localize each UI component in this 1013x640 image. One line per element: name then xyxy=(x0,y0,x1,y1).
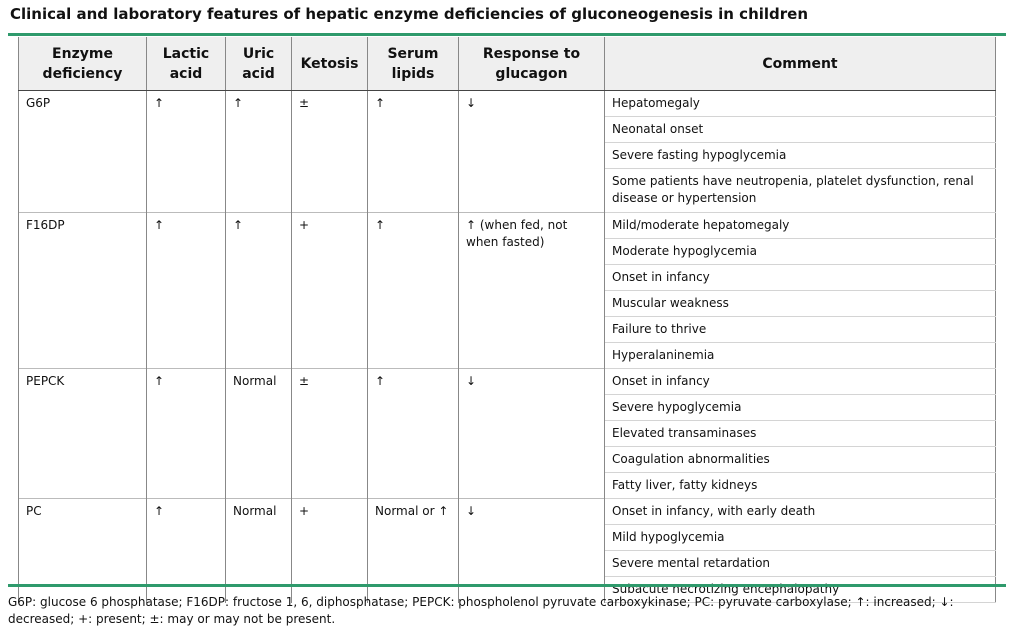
comment-cell: Coagulation abnormalities xyxy=(604,446,996,473)
cell: F16DP xyxy=(18,212,147,369)
table-row: Coagulation abnormalities xyxy=(19,446,996,473)
cell: Normal xyxy=(225,368,292,499)
header-cell: Enzyme deficiency xyxy=(18,37,147,91)
cell: ± xyxy=(291,90,368,213)
header-row: Enzyme deficiency Lactic acid Uric acid Ket… xyxy=(18,37,996,91)
table-row: Some patients have neutropenia, platelet… xyxy=(19,168,996,213)
table-row: Fatty liver, fatty kidneys xyxy=(19,472,996,499)
table-row: G6P ↑ ↑ ± ↑ ↓ Hepatomegaly xyxy=(18,90,996,213)
title: Clinical and laboratory features of hepa… xyxy=(10,5,809,23)
cell: ↓ xyxy=(458,90,605,213)
header-cell: Uric acid xyxy=(225,37,292,91)
cell: ↑ xyxy=(225,212,292,369)
table-row: Neonatal onset xyxy=(19,116,996,143)
table-row: Onset in infancy xyxy=(19,264,996,291)
comment-cell: Hyperalaninemia xyxy=(604,342,996,369)
cell: ↑ (when fed, not when fasted) xyxy=(458,212,605,369)
table-row: Severe fasting hypoglycemia xyxy=(19,142,996,169)
table-row: Muscular weakness xyxy=(19,290,996,317)
comment-cell: Mild hypoglycemia xyxy=(604,524,996,551)
header-cell: Serum lipids xyxy=(367,37,459,91)
cell: G6P xyxy=(18,90,147,213)
cell: ↑ xyxy=(367,212,459,369)
comment-cell: Moderate hypoglycemia xyxy=(604,238,996,265)
cell: ± xyxy=(291,368,368,499)
table-body: G6P ↑ ↑ ± ↑ ↓ Hepatomegaly Neonatal onset Severe… xyxy=(18,90,996,603)
table-row: Severe mental retardation xyxy=(19,550,996,577)
table-row: Mild hypoglycemia xyxy=(19,524,996,551)
cell: + xyxy=(291,212,368,369)
table-row: PC ↑ Normal + Normal or ↑ ↓ Onset in infancy, … xyxy=(18,498,996,603)
table-row: Hyperalaninemia xyxy=(19,342,996,369)
cell: ↑ xyxy=(367,90,459,213)
table-row: F16DP ↑ ↑ + ↑ ↑ (when fed, not when fasted) Mi… xyxy=(18,212,996,369)
cell: PEPCK xyxy=(18,368,147,499)
comment-cell: Failure to thrive xyxy=(604,316,996,343)
comment-cell: Muscular weakness xyxy=(604,290,996,317)
header-cell: Lactic acid xyxy=(146,37,226,91)
table-row: PEPCK ↑ Normal ± ↑ ↓ Onset in infancy xyxy=(18,368,996,499)
cell: ↑ xyxy=(146,212,226,369)
cell: ↑ xyxy=(146,368,226,499)
rule xyxy=(8,33,1006,36)
comment-cell: Hepatomegaly xyxy=(604,90,996,117)
comment-cell: Fatty liver, fatty kidneys xyxy=(604,472,996,499)
comment-cell: Neonatal onset xyxy=(604,116,996,143)
table-row: Severe hypoglycemia xyxy=(19,394,996,421)
comment-cell: Severe mental retardation xyxy=(604,550,996,577)
table-row: Moderate hypoglycemia xyxy=(19,238,996,265)
footnote: G6P: glucose 6 phosphatase; F16DP: fruct… xyxy=(8,595,954,626)
header-cell: Response to glucagon xyxy=(458,37,605,91)
comment-cell: Some patients have neutropenia, platelet… xyxy=(604,168,996,213)
header-cell: Ketosis xyxy=(291,37,368,91)
comment-cell: Severe hypoglycemia xyxy=(604,394,996,421)
table-row: Elevated transaminases xyxy=(19,420,996,447)
comment-cell: Onset in infancy, with early death xyxy=(604,498,996,525)
table: Enzyme deficiency Lactic acid Uric acid Ket… xyxy=(18,37,996,603)
comment-cell: Elevated transaminases xyxy=(604,420,996,447)
cell: ↑ xyxy=(367,368,459,499)
cell: ↓ xyxy=(458,368,605,499)
comment-cell: Onset in infancy xyxy=(604,264,996,291)
comment-cell: Mild/moderate hepatomegaly xyxy=(604,212,996,239)
comment-cell: Onset in infancy xyxy=(604,368,996,395)
cell: ↑ xyxy=(146,90,226,213)
rule xyxy=(8,584,1006,587)
cell: ↑ xyxy=(225,90,292,213)
table-row: Failure to thrive xyxy=(19,316,996,343)
comment-cell: Severe fasting hypoglycemia xyxy=(604,142,996,169)
header-cell: Comment xyxy=(604,37,996,91)
